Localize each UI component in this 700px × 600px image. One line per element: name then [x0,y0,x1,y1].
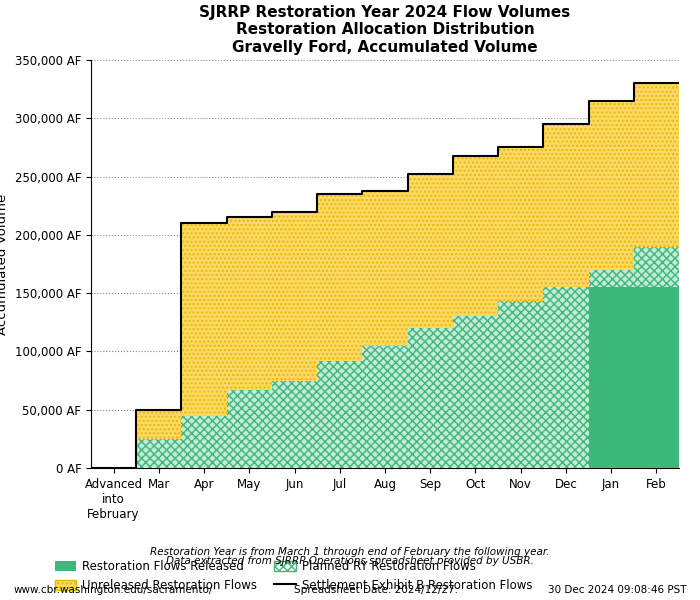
Text: Restoration Year is from March 1 through end of February the following year.: Restoration Year is from March 1 through… [150,547,550,557]
Text: Spreadsheet Date: 2024/12/27.: Spreadsheet Date: 2024/12/27. [294,585,458,595]
Text: 30 Dec 2024 09:08:46 PST: 30 Dec 2024 09:08:46 PST [547,585,686,595]
Text: Data extracted from SJRRP Operations spreadsheet provided by USBR.: Data extracted from SJRRP Operations spr… [166,556,534,566]
Text: www.cbr.washington.edu/sacramento/: www.cbr.washington.edu/sacramento/ [14,585,213,595]
Title: SJRRP Restoration Year 2024 Flow Volumes
Restoration Allocation Distribution
Gra: SJRRP Restoration Year 2024 Flow Volumes… [199,5,570,55]
Y-axis label: Accumulated Volume: Accumulated Volume [0,193,9,335]
Legend: Restoration Flows Released, Unreleased Restoration Flows, Planned RY Restoration: Restoration Flows Released, Unreleased R… [50,556,537,597]
